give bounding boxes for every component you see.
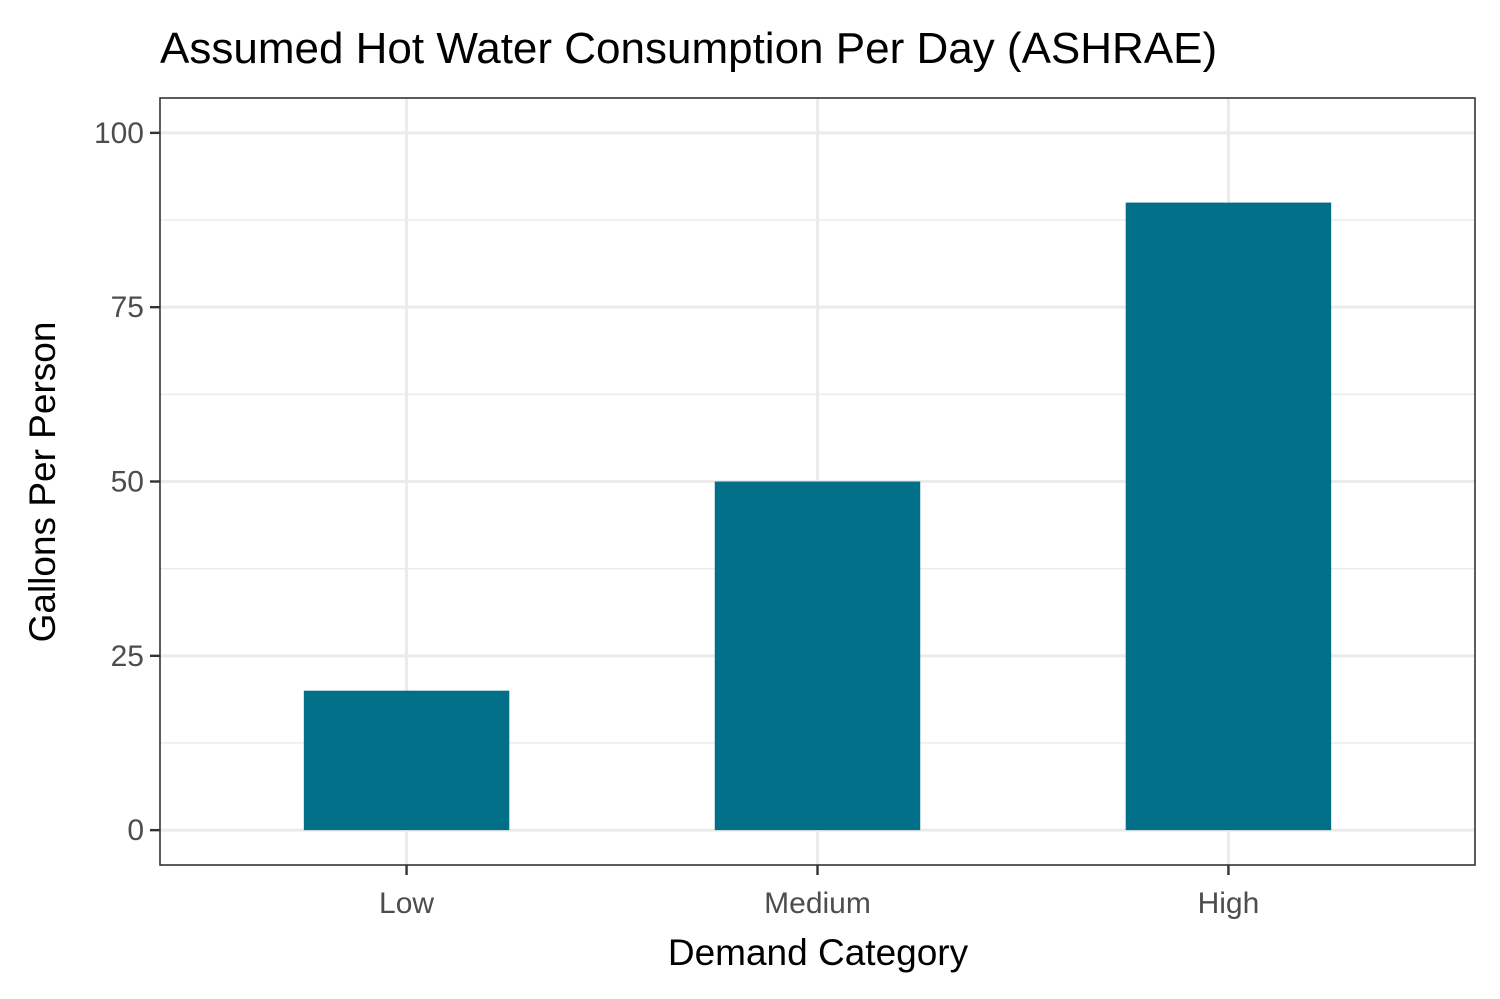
y-axis-title: Gallons Per Person: [22, 322, 63, 643]
y-axis: 0 25 50 75 100: [94, 117, 160, 847]
y-tick-label: 100: [94, 117, 144, 150]
x-tick-label: High: [1198, 887, 1260, 920]
bars: [303, 202, 1332, 831]
x-tick-label: Medium: [764, 887, 871, 920]
y-tick-label: 25: [111, 640, 144, 673]
x-axis-title: Demand Category: [668, 932, 969, 973]
bar-high: [1125, 202, 1332, 831]
bar-low: [303, 690, 510, 831]
y-tick-label: 0: [127, 814, 144, 847]
y-tick-label: 75: [111, 291, 144, 324]
x-axis: Low Medium High: [379, 865, 1259, 920]
x-tick-label: Low: [379, 887, 434, 920]
bar-medium: [714, 481, 921, 831]
chart-title: Assumed Hot Water Consumption Per Day (A…: [160, 24, 1217, 73]
y-tick-label: 50: [111, 466, 144, 499]
